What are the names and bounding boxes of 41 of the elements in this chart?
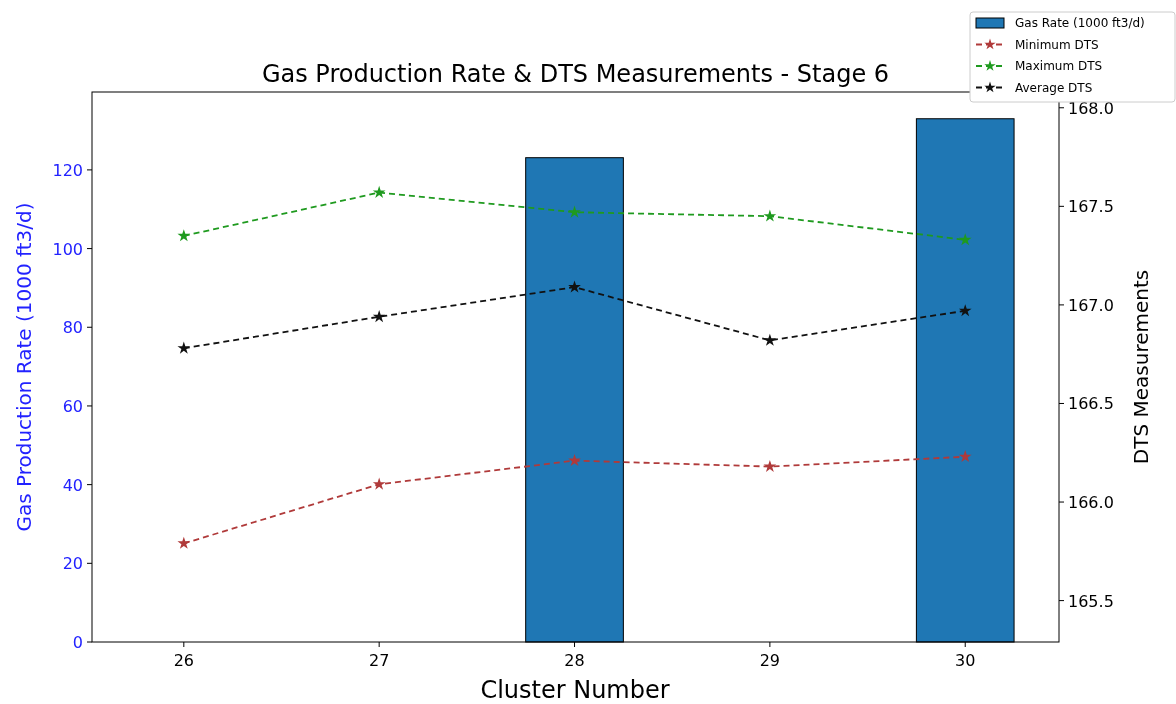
y-tick-label: 120 [52, 160, 83, 180]
x-tick-label: 27 [368, 651, 390, 670]
x-tick-label: 28 [564, 651, 585, 670]
point [958, 233, 972, 246]
y-tick-label: 0 [72, 633, 83, 652]
y2-tick-label: 165.5 [1068, 591, 1114, 611]
x-tick-label: 30 [955, 651, 976, 670]
y-tick-label: 100 [52, 239, 83, 259]
y2-tick-label: 166.5 [1068, 394, 1114, 414]
y2-axis-title: DTS Measurements [1129, 269, 1153, 465]
y-tick-label: 20 [62, 554, 83, 574]
y-tick-label: 60 [62, 396, 83, 416]
point [177, 229, 191, 242]
point [177, 536, 191, 549]
y2-tick-label: 167.5 [1068, 197, 1114, 217]
y-axis-title: Gas Production Rate (1000 ft3/d) [12, 202, 36, 532]
point [372, 477, 386, 490]
point [763, 459, 777, 472]
x-tick-label: 26 [173, 651, 194, 670]
point [958, 450, 972, 463]
point [763, 333, 777, 346]
x-tick-label: 29 [759, 651, 781, 670]
point [763, 209, 777, 222]
y2-tick-label: 167.0 [1068, 295, 1114, 315]
y2-tick-label: 168.0 [1068, 98, 1114, 118]
point [568, 280, 581, 293]
point [177, 341, 191, 354]
point [372, 185, 386, 198]
legend-label: Average DTS [1015, 80, 1093, 95]
legend-label: Minimum DTS [1015, 37, 1099, 52]
x-axis-title: Cluster Number [480, 676, 670, 704]
point [568, 205, 581, 218]
chart-title: Gas Production Rate & DTS Measurements - Stage 6 [261, 60, 890, 88]
point [372, 310, 386, 323]
legend-label: Maximum DTS [1015, 59, 1103, 73]
point [568, 453, 581, 467]
legend-label: Gas Rate (1000 ft3/d) [1015, 16, 1145, 30]
y-tick-label: 80 [62, 318, 83, 338]
point [958, 304, 972, 317]
y-tick-label: 40 [62, 475, 83, 495]
y2-tick-label: 166.0 [1068, 493, 1114, 513]
